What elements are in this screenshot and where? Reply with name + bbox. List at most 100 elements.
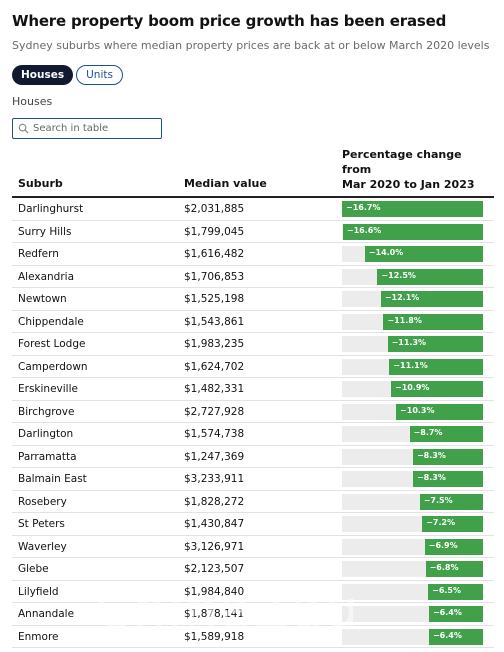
change-bar: −8.7% <box>409 426 483 442</box>
change-bar: −8.3% <box>412 471 483 487</box>
change-bar: −11.8% <box>383 313 483 330</box>
change-bar-label: −10.3% <box>400 405 435 415</box>
table-row: Newtown $1,525,198 −12.1% <box>12 288 494 311</box>
change-bar-track: −16.7% <box>342 201 483 217</box>
change-bar-track: −8.3% <box>342 448 483 465</box>
suburb-cell: Waverley <box>18 540 67 553</box>
median-value-cell: $2,727,928 <box>184 405 245 418</box>
change-bar-label: −8.3% <box>416 473 446 482</box>
change-bar-label: −16.7% <box>346 203 381 212</box>
suburb-cell: Alexandria <box>18 270 75 283</box>
table-row: Parramatta $1,247,369 −8.3% <box>12 446 494 468</box>
change-bar: −10.9% <box>390 381 483 397</box>
change-bar-label: −7.2% <box>426 518 456 527</box>
table-row: Lilyfield $1,984,840 −6.5% <box>12 581 494 603</box>
change-bar-label: −11.1% <box>393 360 428 370</box>
change-bar-label: −11.3% <box>391 338 427 347</box>
suburb-cell: Glebe <box>18 563 49 575</box>
change-bar-track: −8.3% <box>342 471 483 487</box>
change-bar: −6.8% <box>425 561 483 577</box>
change-bar-track: −7.5% <box>342 493 483 510</box>
suburb-cell: Enmore <box>18 630 59 643</box>
change-bar-track: −6.5% <box>342 583 483 600</box>
change-bar-label: −7.5% <box>423 495 453 505</box>
tab-houses[interactable]: Houses <box>12 65 74 85</box>
change-bar-track: −7.2% <box>342 516 483 532</box>
table-row: Camperdown $1,624,702 −11.1% <box>12 356 494 378</box>
change-bar-label: −11.8% <box>387 315 422 325</box>
change-bar: −6.5% <box>428 583 483 600</box>
table-row: Annandale $1,878,141 −6.4% <box>12 603 494 626</box>
change-bar-track: −10.3% <box>342 403 483 420</box>
change-bar-track: −11.1% <box>342 358 483 375</box>
median-value-cell: $1,799,045 <box>184 225 245 238</box>
column-header-median-value[interactable]: Median value <box>184 177 267 190</box>
change-bar-label: −8.7% <box>413 428 443 437</box>
table-row: Darlinghurst $2,031,885 −16.7% <box>12 198 494 221</box>
table-row: Darlington $1,574,738 −8.7% <box>12 423 494 446</box>
change-bar-track: −6.4% <box>342 606 483 622</box>
suburb-cell: Birchgrove <box>18 405 75 418</box>
change-bar: −11.3% <box>387 336 483 352</box>
suburb-cell: St Peters <box>18 518 65 530</box>
suburb-cell: Darlington <box>18 428 74 440</box>
median-value-cell: $3,126,971 <box>184 540 245 553</box>
change-bar-label: −10.9% <box>394 383 430 392</box>
median-value-cell: $1,983,235 <box>184 338 245 350</box>
median-value-cell: $1,984,840 <box>184 585 245 598</box>
change-bar-label: −6.4% <box>432 630 462 640</box>
change-bar: −8.3% <box>412 448 483 465</box>
property-type-tabs: Houses Units <box>12 65 123 85</box>
suburb-cell: Forest Lodge <box>18 338 86 350</box>
change-bar-track: −12.1% <box>342 291 483 307</box>
change-bar: −7.5% <box>419 493 483 510</box>
suburb-cell: Newtown <box>18 293 67 305</box>
median-value-cell: $1,589,918 <box>184 630 245 643</box>
table-row: Rosebery $1,828,272 −7.5% <box>12 491 494 513</box>
tab-units[interactable]: Units <box>76 65 123 85</box>
table-body: Darlinghurst $2,031,885 −16.7% Surry Hills $… <box>12 198 494 648</box>
median-value-cell: $2,123,507 <box>184 563 245 575</box>
change-bar: −10.3% <box>396 403 483 420</box>
median-value-cell: $1,616,482 <box>184 248 245 260</box>
table-row: Enmore $1,589,918 −6.4% <box>12 626 494 648</box>
median-value-cell: $1,482,331 <box>184 383 245 395</box>
median-value-cell: $1,247,369 <box>184 450 245 463</box>
table-row: Chippendale $1,543,861 −11.8% <box>12 311 494 333</box>
change-bar-label: −12.1% <box>384 293 420 302</box>
change-bar-track: −6.8% <box>342 561 483 577</box>
search-input[interactable] <box>29 123 153 134</box>
change-bar: −12.1% <box>380 291 483 307</box>
change-bar: −14.0% <box>364 246 483 262</box>
table-header: Suburb Median value Percentage change fr… <box>12 148 494 198</box>
median-value-cell: $3,233,911 <box>184 473 245 485</box>
change-bar-label: −6.4% <box>432 608 462 617</box>
change-bar-label: −8.3% <box>416 450 446 460</box>
suburb-cell: Darlinghurst <box>18 203 84 215</box>
table-row: Surry Hills $1,799,045 −16.6% <box>12 221 494 243</box>
data-table: Suburb Median value Percentage change fr… <box>12 148 494 648</box>
suburb-cell: Chippendale <box>18 315 84 328</box>
change-bar: −12.5% <box>377 268 483 285</box>
median-value-cell: $1,828,272 <box>184 495 245 508</box>
change-bar: −11.1% <box>389 358 483 375</box>
suburb-cell: Erskineville <box>18 383 78 395</box>
change-bar-track: −12.5% <box>342 268 483 285</box>
change-bar-track: −16.6% <box>342 223 483 240</box>
change-bar-label: −6.9% <box>428 540 458 550</box>
change-bar-label: −16.6% <box>346 225 382 235</box>
column-header-percentage-change[interactable]: Percentage change from Mar 2020 to Jan 2… <box>342 148 475 191</box>
change-bar-track: −6.4% <box>342 628 483 645</box>
column-header-suburb[interactable]: Suburb <box>18 177 63 190</box>
change-bar-track: −8.7% <box>342 426 483 442</box>
page-subtitle: Sydney suburbs where median property pri… <box>12 39 490 52</box>
table-row: Birchgrove $2,727,928 −10.3% <box>12 401 494 423</box>
change-bar-label: −12.5% <box>381 270 416 280</box>
table-row: Redfern $1,616,482 −14.0% <box>12 243 494 266</box>
table-row: Glebe $2,123,507 −6.8% <box>12 558 494 581</box>
suburb-cell: Annandale <box>18 608 75 620</box>
change-bar-track: −11.8% <box>342 313 483 330</box>
median-value-cell: $1,525,198 <box>184 293 245 305</box>
change-bar: −6.9% <box>424 538 483 555</box>
change-bar: −6.4% <box>428 606 483 622</box>
